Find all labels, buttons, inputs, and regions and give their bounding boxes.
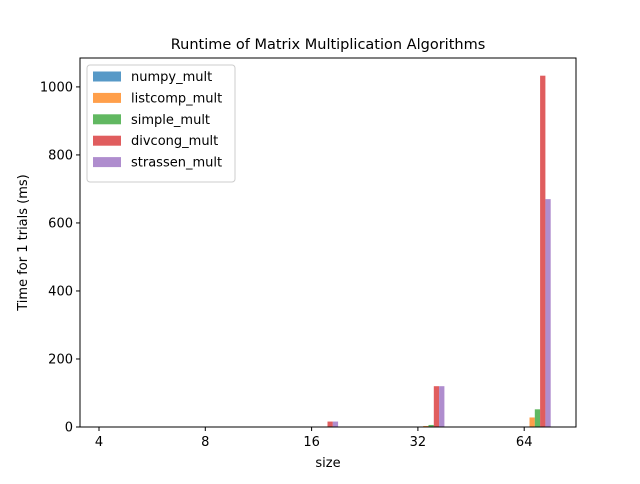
legend-label-listcomp_mult: listcomp_mult (131, 91, 222, 106)
y-tick-label: 600 (48, 216, 73, 231)
legend-label-numpy_mult: numpy_mult (131, 70, 212, 85)
y-tick-label: 0 (65, 421, 73, 436)
legend-swatch-listcomp_mult (93, 93, 121, 103)
bar-divcong_mult-64 (540, 76, 545, 427)
bar-divcong_mult-16 (328, 422, 333, 427)
x-tick-label: 32 (410, 435, 427, 450)
legend-label-divcong_mult: divcong_mult (131, 134, 218, 149)
y-tick-label: 1000 (40, 80, 73, 95)
x-tick-label: 64 (516, 435, 533, 450)
bar-strassen_mult-16 (333, 422, 338, 427)
bar-strassen_mult-64 (545, 199, 550, 427)
x-axis-label: size (315, 456, 340, 471)
x-tick-label: 16 (303, 435, 320, 450)
legend-label-strassen_mult: strassen_mult (131, 156, 222, 171)
x-tick-label: 4 (95, 435, 103, 450)
legend-swatch-simple_mult (93, 114, 121, 124)
y-tick-label: 200 (48, 352, 73, 367)
legend: numpy_mult listcomp_mult simple_multdivcon… (87, 65, 235, 182)
legend-label-simple_mult: simple_mult (131, 113, 210, 128)
chart-title: Runtime of Matrix Multiplication Algorit… (171, 37, 486, 53)
bar-simple_mult-64 (535, 409, 540, 427)
y-tick-label: 400 (48, 284, 73, 299)
legend-swatch-numpy_mult (93, 72, 121, 82)
legend-swatch-divcong_mult (93, 136, 121, 146)
bar-listcomp_mult-64 (530, 417, 535, 427)
y-tick-label: 800 (48, 148, 73, 163)
bar-divcong_mult-32 (434, 386, 439, 427)
legend-swatch-strassen_mult (93, 157, 121, 167)
x-tick-label: 8 (201, 435, 209, 450)
bar-strassen_mult-32 (439, 386, 444, 427)
y-axis-label: Time for 1 trials (ms) (16, 174, 31, 311)
